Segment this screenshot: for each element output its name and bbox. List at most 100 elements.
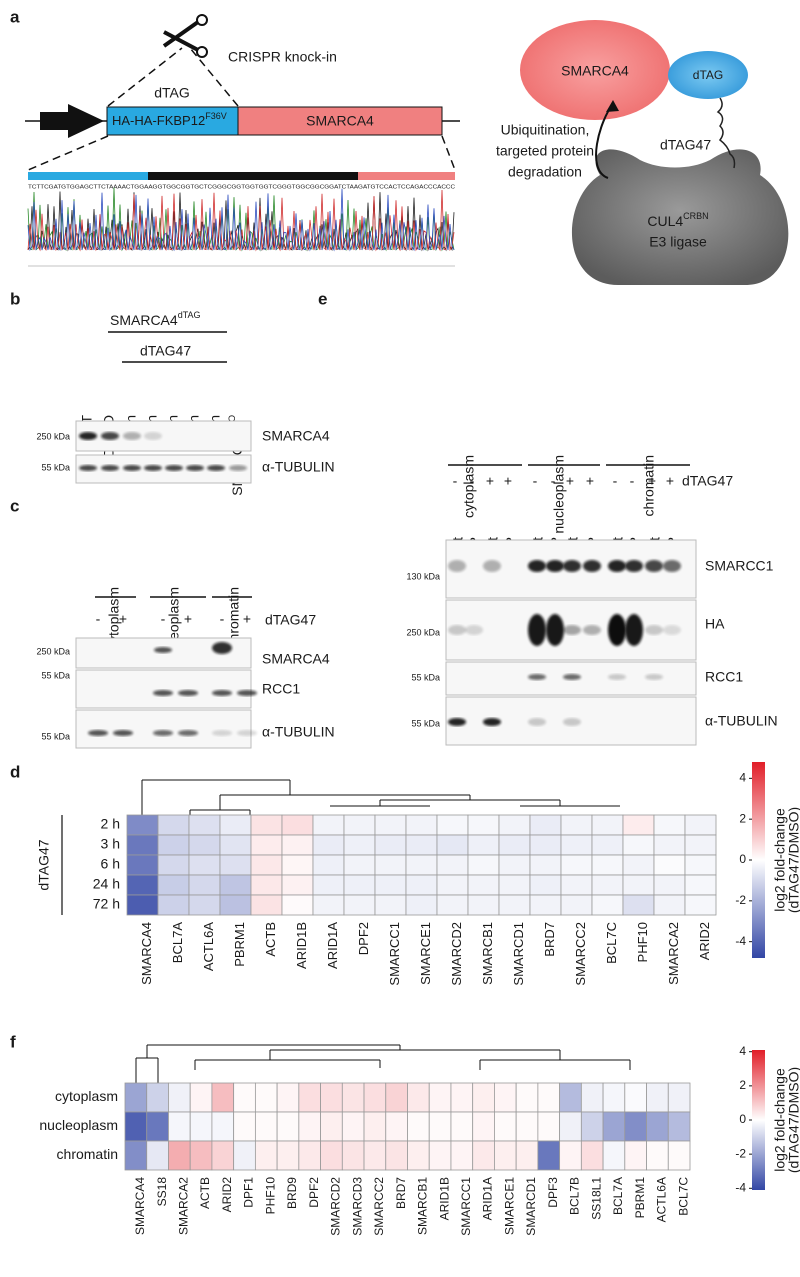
colorbar [752, 1050, 765, 1190]
blot-band [212, 730, 232, 736]
group-label-main: SMARCA4 [110, 312, 178, 328]
heatmap-cell [211, 1082, 235, 1113]
heatmap-cell [281, 814, 314, 836]
heatmap-cell [467, 894, 500, 916]
tag-label: dTAG [693, 68, 723, 82]
treatment-label: dTAG47 [140, 343, 191, 359]
heatmap-cell [472, 1111, 495, 1142]
column-label: PHF10 [635, 922, 650, 962]
heatmap-cell [653, 874, 686, 896]
blot-band [608, 614, 626, 646]
degrader-molecule [716, 97, 736, 169]
panel-label: a [10, 7, 20, 26]
blot-band [583, 560, 601, 572]
colorbar [752, 762, 765, 958]
heatmap-cell [537, 1140, 561, 1171]
heatmap-cell [436, 874, 469, 896]
heatmap-cell [515, 1140, 539, 1171]
heatmap-cell [494, 1111, 517, 1142]
ligase-label: CUL4CRBN [647, 211, 708, 228]
heatmap-cell [254, 1111, 278, 1142]
heatmap-cell [498, 894, 531, 916]
heatmap-cell [560, 874, 593, 896]
heatmap-cell [622, 874, 655, 896]
tag-box-sup: F36V [205, 111, 227, 121]
blot-band [563, 625, 581, 635]
heatmap-cell [219, 814, 252, 836]
column-label: DPF1 [242, 1177, 256, 1208]
dashed-guide [441, 135, 456, 171]
blot-band [645, 674, 663, 680]
heatmap-cell [591, 834, 624, 856]
heatmap-cell [250, 834, 283, 856]
heatmap-cell [157, 894, 190, 916]
blot-band [528, 718, 546, 726]
heatmap-cell [407, 1111, 430, 1142]
colorbar-tick-label: 2 [739, 1078, 746, 1092]
heatmap-cell [343, 894, 376, 916]
heatmap-cell [276, 1082, 300, 1113]
heatmap-cell [653, 834, 686, 856]
marker-label: 55 kDa [411, 718, 440, 728]
heatmap-cell [407, 1140, 430, 1171]
heatmap-cell [580, 1111, 604, 1142]
heatmap-cell [580, 1082, 604, 1113]
sign-label: + [504, 473, 512, 489]
blot-band [448, 625, 466, 635]
heatmap-cell [250, 894, 283, 916]
heatmap-cell [494, 1082, 517, 1113]
heatmap-cell [559, 1140, 582, 1171]
column-label: ACTB [198, 1177, 212, 1209]
side-label: dTAG47 [36, 839, 52, 890]
heatmap-cell [684, 894, 717, 916]
sign-label: - [613, 473, 618, 489]
colorbar-tick-label: 0 [739, 852, 746, 866]
column-label: BCL7A [611, 1177, 625, 1215]
column-label: SMARCA4 [133, 1177, 147, 1235]
blot-band [608, 674, 626, 680]
fraction-label: nucleoplasm [551, 455, 567, 534]
blot-band [154, 647, 172, 653]
blot-band [237, 730, 257, 736]
heatmap-cell [233, 1111, 256, 1142]
heatmap-cell [472, 1082, 495, 1113]
heatmap-cell [436, 814, 469, 836]
heatmap-cell [363, 1111, 387, 1142]
heatmap-cell [591, 814, 624, 836]
blot-label: α-TUBULIN [262, 459, 335, 475]
colorbar-label: log2 fold-change [772, 808, 788, 912]
heatmap-cell [667, 1140, 691, 1171]
gene-box-label: SMARCA4 [306, 113, 374, 129]
heatmap-cell [622, 854, 655, 876]
heatmap-cell [250, 874, 283, 896]
dtag-label: dTAG [154, 85, 190, 101]
heatmap-cell [591, 894, 624, 916]
sign-label: + [486, 473, 494, 489]
heatmap-cell [467, 874, 500, 896]
degradation-diagram: SMARCA4 dTAG dTAG47 Ubiquitination, targ… [496, 20, 789, 285]
blot [75, 709, 252, 749]
heatmap-cell [646, 1111, 669, 1142]
blot-band [186, 465, 204, 471]
heatmap-cell [168, 1082, 191, 1113]
heatmap-cell [560, 834, 593, 856]
heatmap-cell [428, 1111, 452, 1142]
row-label: 72 h [93, 896, 120, 912]
column-label: ACTB [263, 922, 278, 957]
blot-band [165, 465, 183, 471]
heatmap-cell [653, 814, 686, 836]
blot-band [645, 560, 663, 572]
chromatogram [27, 187, 455, 252]
heatmap-cell [667, 1111, 691, 1142]
column-label: ARID1A [481, 1177, 495, 1220]
blot-label: α-TUBULIN [705, 713, 778, 729]
column-label: SS18 [155, 1177, 169, 1207]
arrowhead [606, 100, 619, 112]
column-label: SMARCC2 [372, 1177, 386, 1236]
heatmap-cell [560, 894, 593, 916]
heatmap-cell [537, 1082, 561, 1113]
heatmap-cell [312, 894, 345, 916]
heatmap-cell [219, 894, 252, 916]
heatmap-cell [211, 1111, 235, 1142]
blot-label: RCC1 [705, 669, 743, 685]
